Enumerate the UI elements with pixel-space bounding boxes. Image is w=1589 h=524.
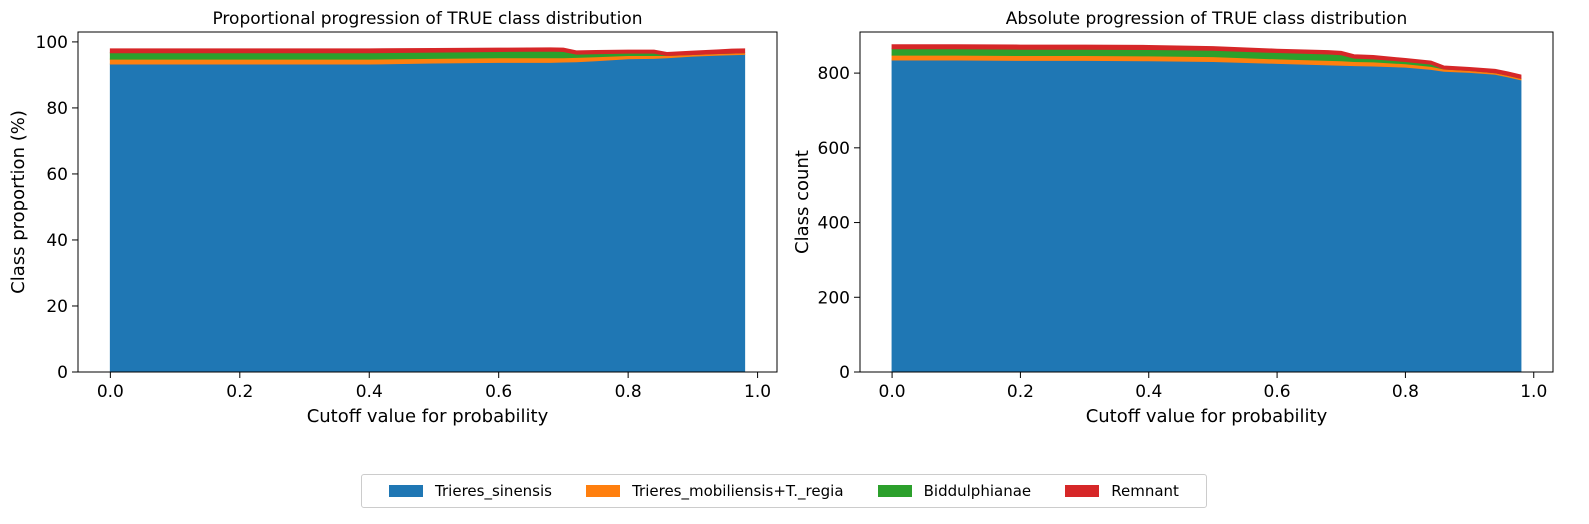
legend-item-remnant: Remnant [1065, 482, 1179, 500]
x-tick-label-1-3: 0.6 [485, 382, 512, 402]
y-tick-label-2-1: 200 [818, 288, 850, 308]
y-tick-label-2-0: 0 [839, 363, 850, 383]
area-series-1-1 [109, 53, 746, 373]
x-tick-label-2-5: 1.0 [1520, 382, 1547, 402]
chart-title-2: Absolute progression of TRUE class distr… [1006, 9, 1407, 29]
legend-item-trieres-mobiliensis: Trieres_mobiliensis+T._regia [586, 482, 844, 500]
x-tick-label-1-4: 0.8 [615, 382, 642, 402]
legend-label-biddulphianae: Biddulphianae [923, 482, 1032, 500]
y-tick-label-1-0: 0 [57, 363, 68, 383]
legend-swatch-trieres-sinensis [389, 485, 424, 497]
area-series-2-1 [891, 59, 1522, 373]
y-axis-label-2: Class count [792, 150, 813, 254]
x-axis-label-1: Cutoff value for probability [307, 406, 549, 427]
legend-item-biddulphianae: Biddulphianae [877, 482, 1032, 500]
legend-label-remnant: Remnant [1111, 482, 1179, 500]
chart-title-1: Proportional progression of TRUE class d… [212, 9, 642, 29]
y-tick-label-1-5: 100 [36, 33, 68, 53]
y-tick-label-1-2: 40 [46, 231, 68, 251]
y-tick-label-1-3: 60 [46, 165, 68, 185]
legend-swatch-trieres-mobiliensis [586, 485, 621, 497]
legend-label-trieres-mobiliensis: Trieres_mobiliensis+T._regia [632, 482, 844, 500]
y-axis-label-1: Class proportion (%) [8, 110, 29, 294]
x-tick-label-2-2: 0.4 [1135, 382, 1162, 402]
y-tick-label-2-3: 600 [818, 139, 850, 159]
area-series-2-4 [891, 44, 1522, 79]
legend-label-trieres-sinensis: Trieres_sinensis [435, 482, 552, 500]
area-series-1-4 [109, 47, 746, 56]
y-tick-label-1-4: 80 [46, 99, 68, 119]
legend-swatch-biddulphianae [877, 485, 912, 497]
x-tick-label-2-4: 0.8 [1392, 382, 1419, 402]
x-axis-label-2: Cutoff value for probability [1086, 406, 1328, 427]
y-tick-label-1-1: 20 [46, 297, 68, 317]
y-tick-label-2-2: 400 [818, 214, 850, 234]
x-tick-label-1-5: 1.0 [744, 382, 771, 402]
x-tick-label-1-0: 0.0 [97, 382, 124, 402]
x-tick-label-2-3: 0.6 [1264, 382, 1291, 402]
x-tick-label-2-0: 0.0 [879, 382, 906, 402]
x-tick-label-1-1: 0.2 [226, 382, 253, 402]
charts-figure: 0.0 0.2 0.4 0.6 0.8 1.0 0 20 40 60 80 100 Proportion… [8, 9, 1554, 427]
legend: Trieres_sinensis Trieres_mobiliensis+T._… [361, 474, 1207, 508]
x-tick-label-2-1: 0.2 [1007, 382, 1034, 402]
legend-item-trieres-sinensis: Trieres_sinensis [389, 482, 552, 500]
legend-swatch-remnant [1065, 485, 1100, 497]
axes-frame-2 [859, 31, 1554, 373]
x-tick-label-1-2: 0.4 [356, 382, 383, 402]
axes-frame-1 [77, 31, 778, 373]
y-tick-label-2-4: 800 [818, 64, 850, 84]
